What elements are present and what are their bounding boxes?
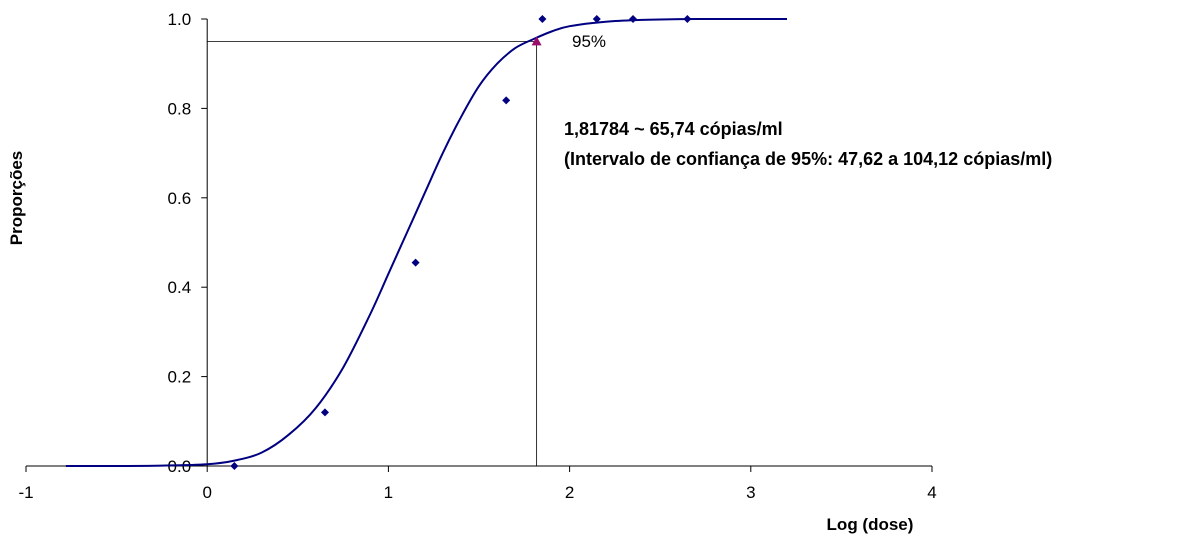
fitted-curve (65, 17, 787, 468)
x-axis-title: Log (dose) (827, 515, 914, 534)
plot-area: -1 0 1 2 3 4 0.0 0.2 0.4 0.6 0.8 1.0 (18, 10, 936, 502)
data-point (683, 15, 692, 23)
data-point (592, 15, 601, 23)
data-point (538, 15, 547, 23)
y-tick-label: 0.2 (168, 368, 192, 387)
y-tick-label: 0.4 (168, 278, 192, 297)
highlight-point-marker (531, 36, 542, 46)
x-tick-label: 2 (565, 483, 574, 502)
data-point (230, 462, 239, 470)
x-tick-label: 0 (202, 483, 211, 502)
annotation-line-2: (Intervalo de confiança de 95%: 47,62 a … (564, 149, 1052, 169)
highlight-label: 95% (572, 32, 606, 51)
y-tick-label: 0.6 (168, 189, 192, 208)
data-point (411, 258, 420, 267)
data-point (320, 408, 329, 417)
data-point (629, 15, 638, 23)
y-axis-title: Proporções (7, 151, 26, 245)
x-tick-label: 3 (746, 483, 755, 502)
y-tick-label: 0.0 (168, 457, 192, 476)
data-point (502, 96, 511, 105)
y-tick-label: 1.0 (168, 10, 192, 29)
annotation-line-1: 1,81784 ~ 65,74 cópias/ml (564, 119, 783, 139)
x-tick-label: -1 (18, 483, 33, 502)
x-tick-label: 4 (927, 483, 936, 502)
y-tick-label: 0.8 (168, 99, 192, 118)
x-tick-label: 1 (384, 483, 393, 502)
